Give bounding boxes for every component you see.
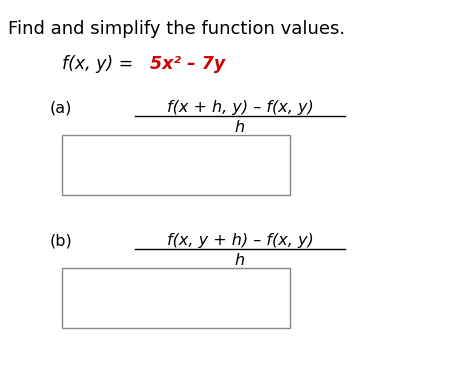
Text: (b): (b) bbox=[50, 233, 73, 249]
Text: f(x, y) =: f(x, y) = bbox=[62, 55, 138, 73]
Text: Find and simplify the function values.: Find and simplify the function values. bbox=[8, 20, 345, 38]
Text: f(x, y + h) – f(x, y): f(x, y + h) – f(x, y) bbox=[167, 233, 313, 248]
Text: f(x + h, y) – f(x, y): f(x + h, y) – f(x, y) bbox=[167, 100, 313, 115]
FancyBboxPatch shape bbox=[62, 135, 290, 195]
Text: h: h bbox=[235, 120, 245, 135]
Text: 5x² – 7y: 5x² – 7y bbox=[150, 55, 225, 73]
Text: (a): (a) bbox=[50, 100, 73, 116]
Text: h: h bbox=[235, 253, 245, 268]
FancyBboxPatch shape bbox=[62, 268, 290, 328]
